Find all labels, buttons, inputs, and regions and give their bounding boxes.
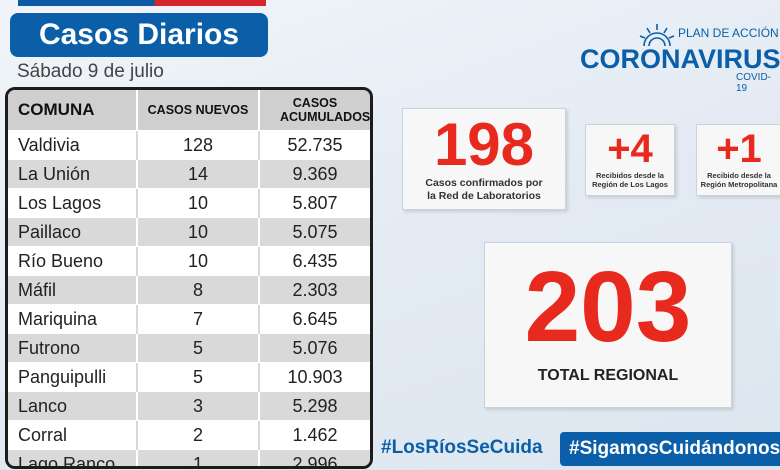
coronavirus-logo: PLAN DE ACCIÓN CORONAVIRUS COVID-19 xyxy=(578,22,780,94)
acumulados-cell: 1.462 xyxy=(259,420,370,450)
table-row: La Unión 14 9.369 xyxy=(8,159,370,189)
acumulados-cell: 5.298 xyxy=(259,391,370,421)
total-regional-value: 203 xyxy=(524,251,692,363)
table-row: Lanco 3 5.298 xyxy=(8,391,370,421)
table-row: Máfil 8 2.303 xyxy=(8,275,370,305)
table-row: Valdivia 128 52.735 xyxy=(8,130,370,160)
comuna-cell: Lago Ranco xyxy=(8,449,138,466)
comuna-cell: La Unión xyxy=(8,159,138,189)
metropolitana-card: +1 Recibido desde la Región Metropolitan… xyxy=(696,124,780,196)
comuna-cell: Panguipulli xyxy=(8,362,138,392)
nuevos-cell: 10 xyxy=(137,217,260,247)
table-row: Paillaco 10 5.075 xyxy=(8,217,370,247)
logo-name-text: CORONAVIRUS xyxy=(580,44,780,74)
nuevos-cell: 7 xyxy=(137,304,260,334)
comuna-cell: Máfil xyxy=(8,275,138,305)
hashtag-losrios: #LosRíosSeCuida xyxy=(381,437,543,458)
cases-table: COMUNA CASOS NUEVOS CASOS ACUMULADOS Val… xyxy=(5,87,373,469)
sunburst-icon xyxy=(639,24,675,47)
hashtag-sigamos: #SigamosCuidándonos xyxy=(560,432,780,466)
col-header-nuevos: CASOS NUEVOS xyxy=(137,90,260,131)
col-header-acumulados: CASOS ACUMULADOS xyxy=(259,90,370,131)
acumulados-cell: 9.369 xyxy=(259,159,370,189)
metropolitana-value: +1 xyxy=(716,127,762,171)
comuna-cell: Los Lagos xyxy=(8,188,138,218)
nuevos-cell: 3 xyxy=(137,391,260,421)
logo-sub-text: COVID-19 xyxy=(736,72,771,94)
comuna-cell: Corral xyxy=(8,420,138,450)
comuna-cell: Paillaco xyxy=(8,217,138,247)
acumulados-cell: 6.645 xyxy=(259,304,370,334)
loslagos-value: +4 xyxy=(607,127,653,171)
nuevos-cell: 2 xyxy=(137,420,260,450)
total-regional-card: 203 TOTAL REGIONAL xyxy=(484,242,732,408)
comuna-cell: Mariquina xyxy=(8,304,138,334)
acumulados-cell: 5.075 xyxy=(259,217,370,247)
table-row: Lago Ranco 1 2.996 xyxy=(8,449,370,466)
lab-cases-label: Casos confirmados por la Red de Laborato… xyxy=(425,177,543,202)
acumulados-cell: 5.076 xyxy=(259,333,370,363)
acumulados-cell: 5.807 xyxy=(259,188,370,218)
lab-cases-value: 198 xyxy=(433,111,535,178)
nuevos-cell: 8 xyxy=(137,275,260,305)
comuna-cell: Río Bueno xyxy=(8,246,138,276)
nuevos-cell: 10 xyxy=(137,188,260,218)
lab-cases-card: 198 Casos confirmados por la Red de Labo… xyxy=(402,108,566,210)
flag-strip xyxy=(18,0,266,6)
table-row: Río Bueno 10 6.435 xyxy=(8,246,370,276)
acumulados-cell: 10.903 xyxy=(259,362,370,392)
acumulados-cell: 2.303 xyxy=(259,275,370,305)
nuevos-cell: 5 xyxy=(137,333,260,363)
logo-plan-text: PLAN DE ACCIÓN xyxy=(678,26,779,40)
nuevos-cell: 128 xyxy=(137,130,260,160)
nuevos-cell: 1 xyxy=(137,449,260,466)
table-row: Los Lagos 10 5.807 xyxy=(8,188,370,218)
nuevos-cell: 10 xyxy=(137,246,260,276)
loslagos-card: +4 Recibidos desde la Región de Los Lago… xyxy=(585,124,675,196)
table-header-row: COMUNA CASOS NUEVOS CASOS ACUMULADOS xyxy=(8,90,370,131)
acumulados-cell: 2.996 xyxy=(259,449,370,466)
total-regional-label: TOTAL REGIONAL xyxy=(537,367,679,384)
nuevos-cell: 5 xyxy=(137,362,260,392)
page-title: Casos Diarios xyxy=(10,13,268,57)
table-row: Corral 2 1.462 xyxy=(8,420,370,450)
metropolitana-label: Recibido desde la Región Metropolitana xyxy=(700,171,778,189)
nuevos-cell: 14 xyxy=(137,159,260,189)
acumulados-cell: 6.435 xyxy=(259,246,370,276)
table-row: Panguipulli 5 10.903 xyxy=(8,362,370,392)
table-row: Mariquina 7 6.645 xyxy=(8,304,370,334)
table-row: Futrono 5 5.076 xyxy=(8,333,370,363)
col-header-comuna: COMUNA xyxy=(8,90,138,131)
comuna-cell: Futrono xyxy=(8,333,138,363)
acumulados-cell: 52.735 xyxy=(259,130,370,160)
comuna-cell: Valdivia xyxy=(8,130,138,160)
comuna-cell: Lanco xyxy=(8,391,138,421)
date-label: Sábado 9 de julio xyxy=(17,61,164,82)
loslagos-label: Recibidos desde la Región de Los Lagos xyxy=(592,171,668,189)
